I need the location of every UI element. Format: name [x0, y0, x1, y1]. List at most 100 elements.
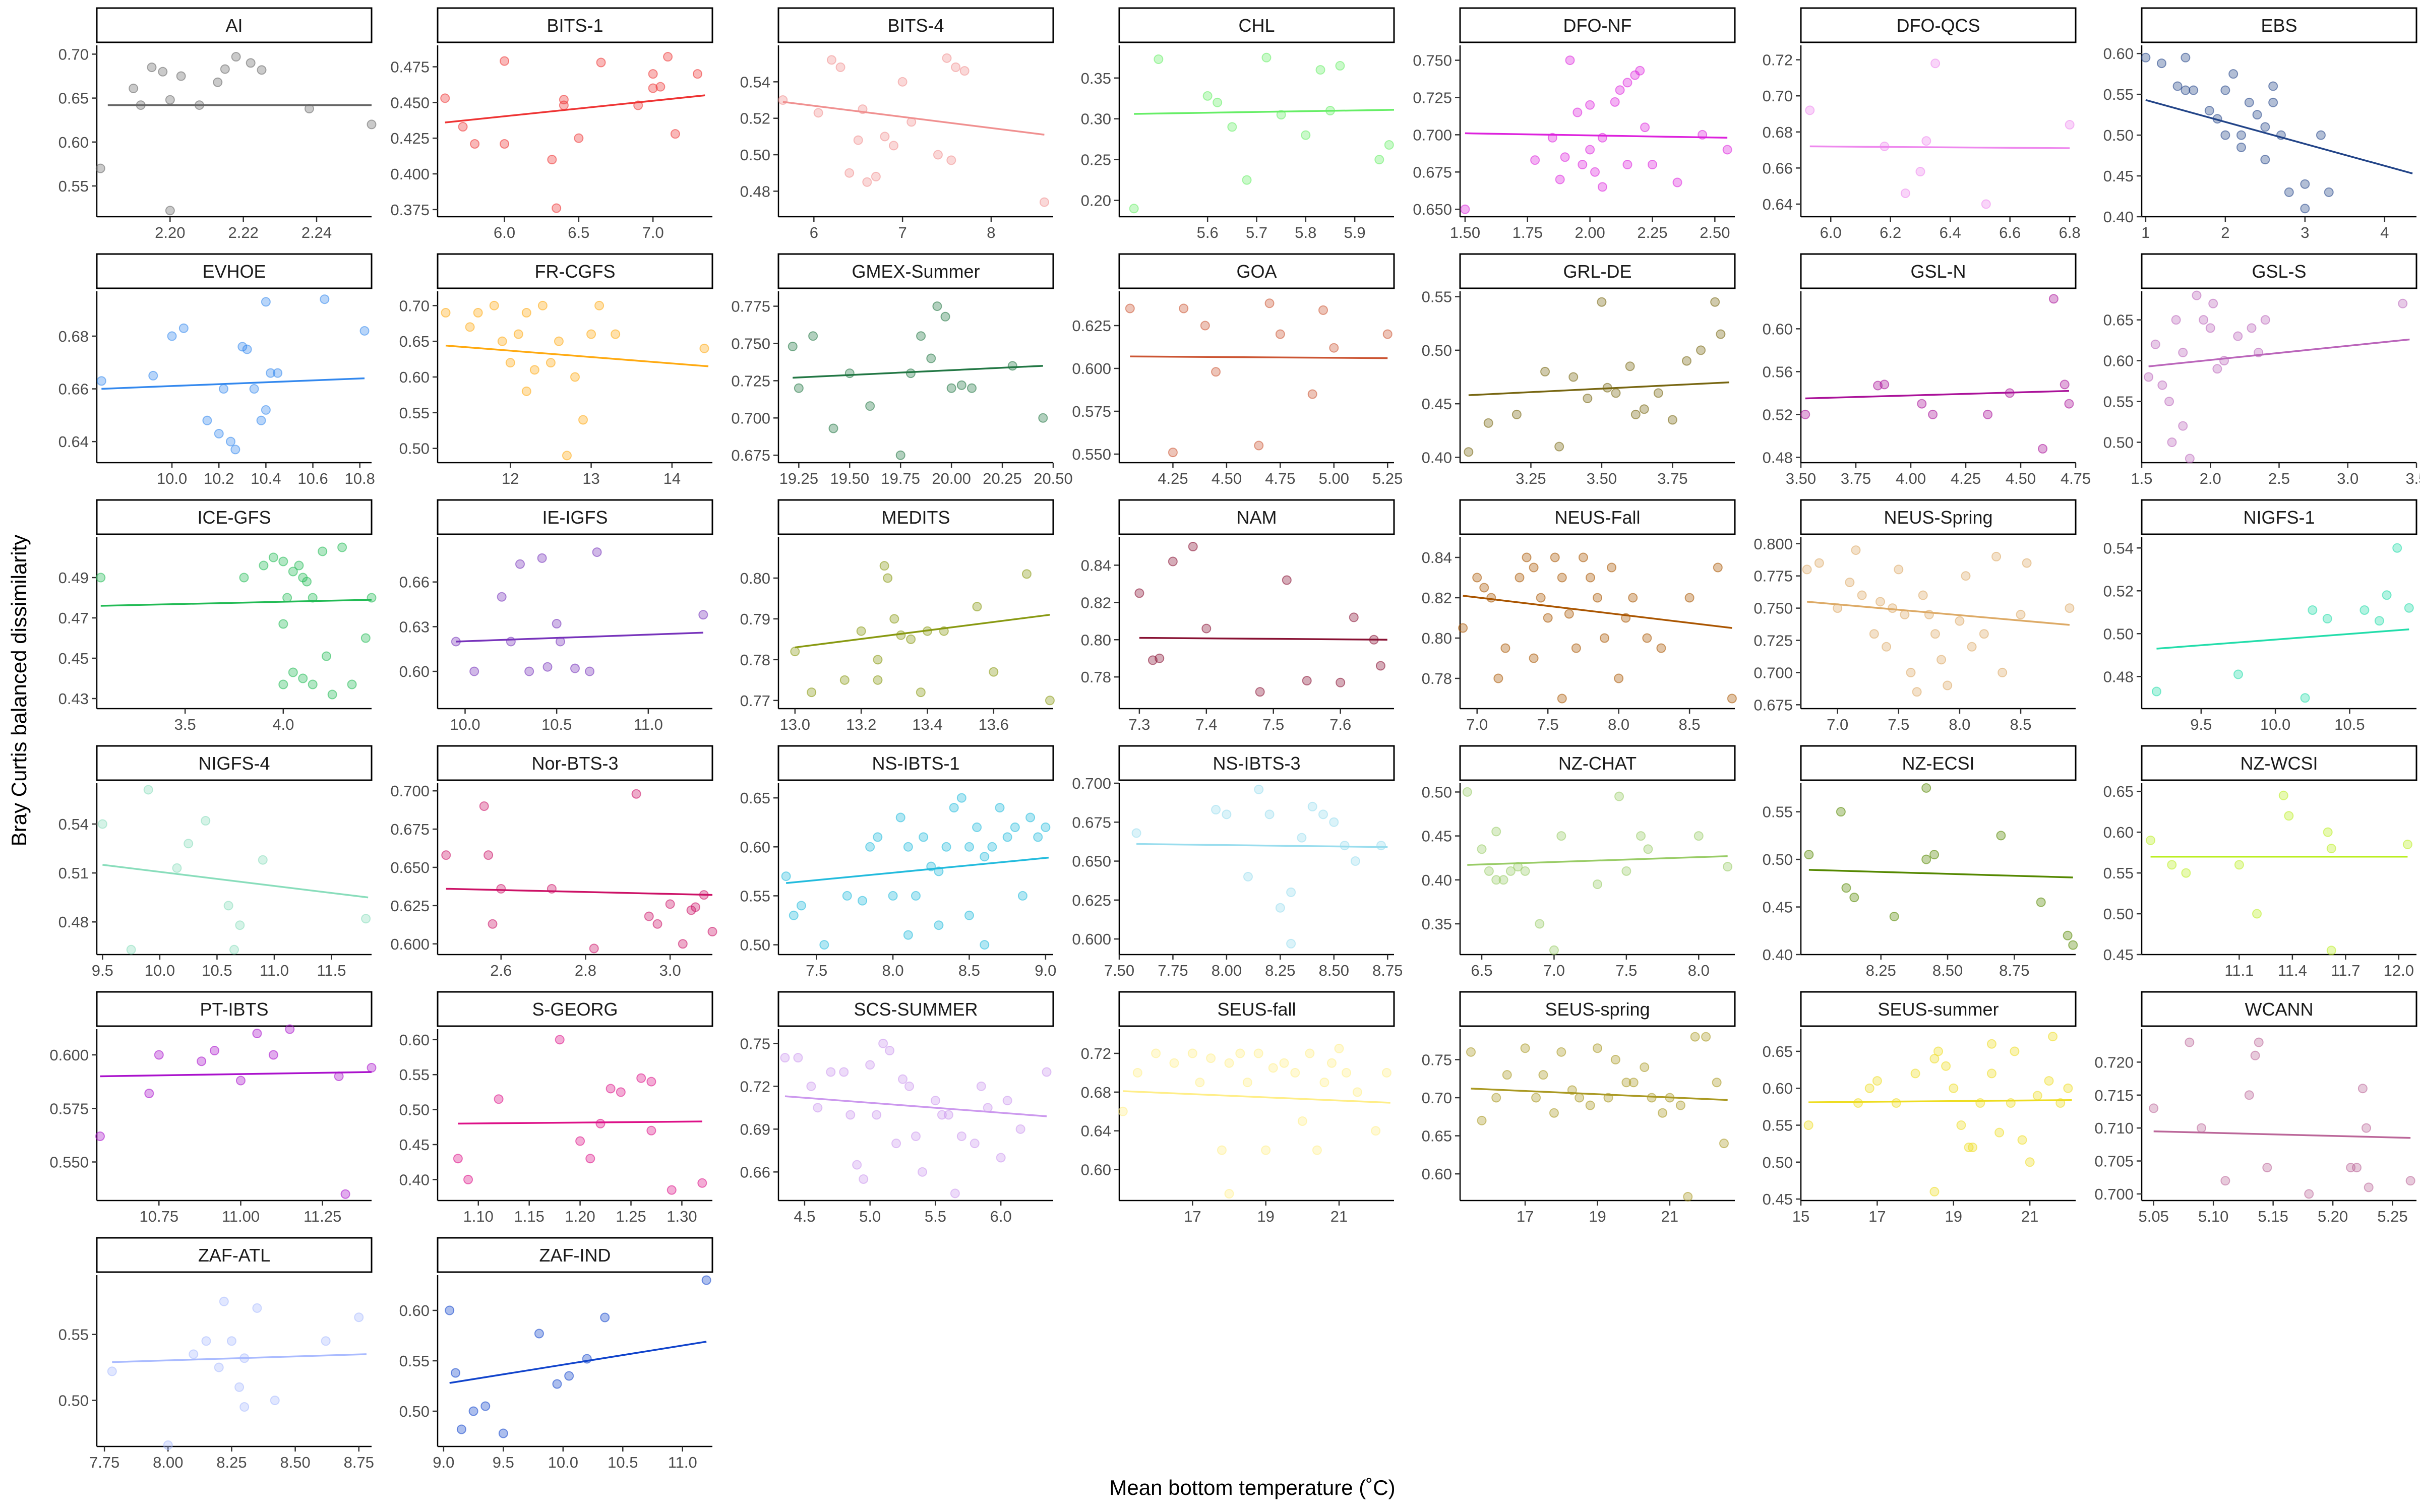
data-point — [2260, 315, 2270, 325]
data-point — [2151, 686, 2161, 697]
data-point — [184, 839, 194, 849]
y-tick-label: 0.75 — [1422, 1051, 1452, 1068]
y-tick-label: 0.700 — [731, 409, 770, 427]
x-tick-label: 4.50 — [2006, 470, 2036, 487]
data-point — [96, 376, 106, 386]
x-tick-label: 5.25 — [1372, 470, 1403, 487]
trend-line — [1123, 1090, 1390, 1104]
data-point — [1593, 1043, 1602, 1053]
x-tick-label: 7.0 — [1543, 962, 1565, 979]
facet-strip — [96, 499, 373, 535]
data-point — [1575, 1093, 1585, 1103]
x-tick-label: 4.50 — [1212, 470, 1242, 487]
trend-line — [100, 1071, 372, 1078]
data-point — [1549, 945, 1559, 955]
data-point — [2189, 85, 2199, 95]
data-point — [242, 344, 252, 354]
data-point — [219, 1296, 229, 1306]
data-point — [790, 647, 800, 657]
y-tick-label: 0.55 — [2103, 86, 2134, 103]
data-point — [1894, 564, 1904, 575]
data-point — [1286, 887, 1296, 897]
trend-line — [1136, 843, 1388, 848]
data-point — [2260, 122, 2270, 132]
x-tick-label: 21 — [1330, 1208, 1348, 1225]
x-tick-label: 2 — [2221, 224, 2229, 241]
x-tick-label: 8.0 — [882, 962, 904, 979]
y-tick-label: 0.55 — [399, 404, 430, 422]
data-point — [321, 651, 331, 661]
y-tick-label: 0.425 — [390, 130, 430, 147]
data-point — [1477, 844, 1487, 854]
data-point — [552, 618, 562, 628]
data-point — [1628, 1078, 1639, 1088]
facet-panel: FR-CGFS 12 13 14 0.50 0.55 0.60 0.65 0.70 — [399, 253, 713, 487]
y-tick-label: 0.675 — [1413, 163, 1452, 181]
data-point — [534, 1329, 544, 1339]
data-point — [1557, 573, 1567, 583]
data-point — [1213, 97, 1223, 107]
data-point — [911, 891, 921, 901]
x-tick-label: 7.0 — [1466, 716, 1488, 733]
data-point — [1636, 831, 1646, 841]
data-point — [964, 910, 974, 920]
data-point — [1880, 380, 1890, 390]
data-point — [1585, 145, 1595, 155]
y-tick-label: 0.66 — [399, 574, 430, 591]
data-point — [1530, 155, 1540, 165]
facet-strip — [1118, 7, 1395, 43]
x-tick-label: 11.1 — [2224, 962, 2254, 979]
data-point — [163, 1440, 173, 1450]
data-point — [956, 793, 966, 803]
data-point — [880, 132, 890, 142]
data-point — [1804, 850, 1814, 860]
y-tick-label: 0.30 — [1081, 110, 1111, 128]
facet-strip — [1118, 499, 1395, 535]
x-tick-label: 5.05 — [2139, 1208, 2169, 1225]
y-tick-label: 0.705 — [2094, 1153, 2134, 1170]
data-point — [268, 1050, 278, 1060]
x-tick-label: 11.25 — [304, 1208, 341, 1225]
data-point — [2060, 380, 2070, 390]
data-point — [2068, 940, 2078, 950]
data-point — [1615, 85, 1625, 95]
data-point — [1994, 1127, 2005, 1138]
x-tick-label: 11.4 — [2278, 962, 2307, 979]
data-point — [2262, 1163, 2272, 1173]
y-tick-label: 0.50 — [1422, 342, 1452, 359]
x-tick-label: 5.5 — [925, 1208, 946, 1225]
data-point — [2236, 130, 2246, 140]
data-point — [885, 1046, 895, 1055]
data-point — [1593, 879, 1602, 890]
y-tick-label: 0.60 — [399, 1031, 430, 1049]
trend-line — [782, 101, 1045, 136]
data-point — [2322, 614, 2332, 623]
data-point — [1336, 677, 1346, 687]
y-tick-label: 0.45 — [2103, 946, 2134, 964]
y-tick-label: 0.82 — [1081, 594, 1111, 611]
data-point — [1217, 1145, 1227, 1155]
y-tick-label: 0.66 — [740, 1163, 770, 1181]
data-point — [1658, 1108, 1668, 1118]
x-tick-label: 10.0 — [548, 1454, 578, 1471]
x-tick-label: 7.50 — [1104, 962, 1134, 979]
data-point — [1464, 447, 1474, 457]
x-tick-label: 12.0 — [2384, 962, 2414, 979]
data-point — [201, 815, 211, 826]
x-tick-label: 8.0 — [1949, 716, 1970, 733]
x-tick-label: 8.75 — [1372, 962, 1403, 979]
y-tick-label: 0.45 — [1763, 899, 1793, 916]
x-tick-label: 8.50 — [1932, 962, 1963, 979]
data-point — [261, 405, 271, 415]
data-point — [214, 428, 224, 438]
data-point — [189, 1349, 199, 1359]
data-point — [479, 801, 489, 811]
x-tick-label: 13 — [582, 470, 599, 487]
x-tick-label: 7.5 — [1537, 716, 1559, 733]
data-point — [2284, 811, 2294, 821]
x-tick-label: 8.5 — [958, 962, 980, 979]
x-tick-label: 4.75 — [2061, 470, 2091, 487]
data-point — [2300, 204, 2310, 214]
facet-panel: AI 2.20 2.22 2.24 0.55 0.60 0.65 0.70 — [58, 7, 377, 241]
x-tick-label: 6.4 — [1940, 224, 1961, 241]
